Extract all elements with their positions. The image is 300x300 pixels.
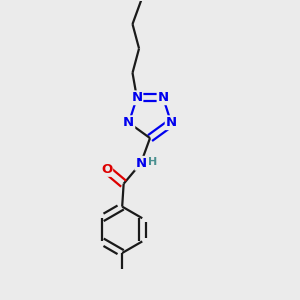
Text: N: N	[158, 91, 169, 104]
Text: N: N	[135, 157, 146, 170]
Text: N: N	[166, 116, 177, 129]
Text: N: N	[123, 116, 134, 129]
Text: O: O	[101, 163, 112, 176]
Text: H: H	[148, 157, 157, 167]
Text: N: N	[131, 91, 142, 104]
